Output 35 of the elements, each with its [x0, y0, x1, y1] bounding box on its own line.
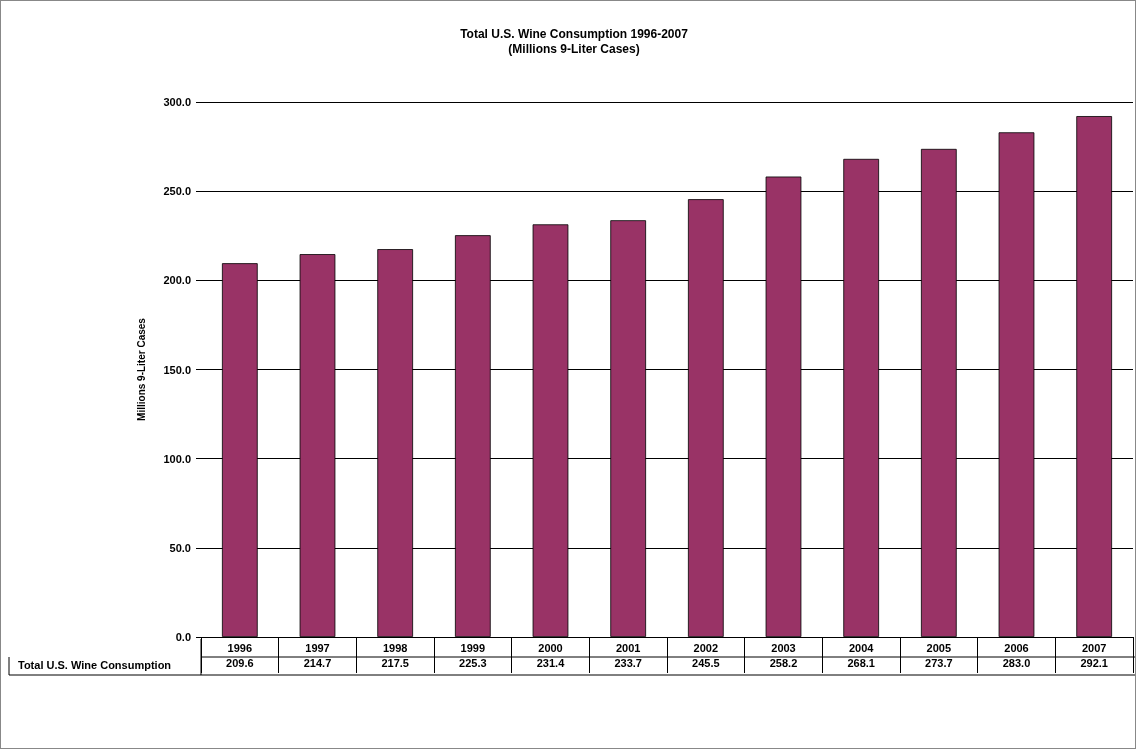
y-tick-label: 150.0 — [163, 363, 191, 376]
data-label: 273.7 — [925, 656, 953, 669]
y-tick-label: 0.0 — [175, 631, 191, 643]
x-tick-label: 2002 — [693, 641, 719, 654]
x-tick-label: 2004 — [848, 641, 875, 654]
chart-title: Total U.S. Wine Consumption 1996-2007 — [460, 27, 689, 41]
y-tick-label: 250.0 — [163, 185, 191, 198]
data-label: 268.1 — [847, 656, 875, 669]
data-label: 283.0 — [1002, 656, 1031, 669]
x-tick-label: 1999 — [460, 641, 486, 654]
x-tick-label: 1998 — [382, 641, 408, 654]
x-tick-label: 2001 — [615, 641, 641, 654]
chart-subtitle: (Millions 9-Liter Cases) — [508, 42, 640, 56]
legend-label: Total U.S. Wine Consumption — [18, 658, 172, 671]
x-tick-label: 1996 — [227, 641, 253, 654]
x-tick-label: 2005 — [926, 641, 952, 654]
data-label: 217.5 — [381, 656, 409, 669]
data-label: 233.7 — [614, 656, 642, 669]
data-label: 231.4 — [536, 656, 566, 669]
y-tick-label: 50.0 — [169, 541, 191, 554]
data-label: 214.7 — [303, 656, 332, 669]
x-tick-label: 2003 — [771, 641, 796, 654]
x-tick-label: 2006 — [1004, 641, 1029, 654]
y-tick-label: 100.0 — [163, 452, 191, 465]
data-label: 225.3 — [459, 656, 487, 669]
x-tick-label: 2000 — [538, 641, 563, 654]
y-tick-label: 300.0 — [163, 96, 191, 108]
data-label: 209.6 — [226, 656, 254, 669]
x-tick-label: 2007 — [1081, 641, 1107, 654]
y-axis-title: Millions 9-Liter Cases — [135, 317, 147, 421]
data-label: 292.1 — [1080, 656, 1108, 669]
data-label: 258.2 — [769, 656, 798, 669]
data-label: 245.5 — [692, 656, 720, 669]
y-tick-label: 200.0 — [163, 274, 191, 287]
x-tick-label: 1997 — [305, 641, 330, 654]
